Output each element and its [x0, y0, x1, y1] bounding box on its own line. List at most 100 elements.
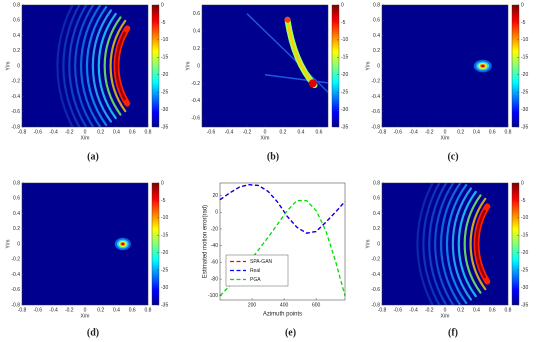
- fringe: [79, 5, 102, 127]
- x-tick-label: -0.2: [425, 129, 434, 135]
- x-tick-label: -0.6: [207, 129, 216, 135]
- colorbar-tick-label: -15: [521, 55, 528, 61]
- y-tick-label: 0.2: [373, 226, 380, 232]
- fringe: [422, 183, 441, 305]
- fringe: [428, 183, 448, 305]
- colorbar-tick-label: -30: [521, 285, 528, 291]
- x-axis-label: Azimuth points: [263, 312, 302, 318]
- colorbar-tick-label: -15: [161, 55, 168, 61]
- y-tick-label: -0.4: [371, 94, 380, 100]
- y-tick-label: 0.4: [13, 211, 20, 217]
- y-tick-label: -0.2: [371, 79, 380, 85]
- y-tick-label: -100: [208, 293, 218, 299]
- x-tick-label: 0: [84, 307, 87, 313]
- x-tick-label: 0.2: [457, 307, 464, 313]
- y-tick-label: -0.6: [191, 116, 200, 122]
- colorbar-tick-label: -25: [521, 89, 528, 95]
- colorbar-tick-label: -30: [161, 285, 168, 291]
- x-tick-label: 0.4: [113, 129, 120, 135]
- y-tick-label: 0.8: [13, 180, 20, 186]
- legend-label: Real: [250, 268, 260, 274]
- axes-frame: [381, 182, 509, 306]
- x-tick-label: 0: [444, 307, 447, 313]
- legend-label: PGA: [250, 277, 261, 283]
- y-tick-label: 0.4: [13, 33, 20, 39]
- x-tick-label: -0.2: [425, 307, 434, 313]
- y-tick-label: -0.6: [371, 109, 380, 115]
- x-tick-label: 0: [84, 129, 87, 135]
- heatmap-background: [382, 183, 508, 305]
- y-tick-label: 0: [377, 63, 380, 69]
- y-tick-label: 0.8: [13, 2, 20, 8]
- y-tick-label: 20: [212, 193, 218, 199]
- axes-frame: [21, 4, 149, 128]
- x-tick-label: 0.8: [145, 307, 152, 313]
- colorbar-tick-label: 0: [521, 2, 524, 8]
- colorbar: [511, 182, 520, 306]
- y-tick-label: -0.6: [11, 287, 20, 293]
- y-tick-label: 0.4: [373, 211, 380, 217]
- colorbar-tick-label: -30: [161, 107, 168, 113]
- x-tick-label: -0.4: [409, 129, 418, 135]
- x-tick-label: -0.4: [225, 129, 234, 135]
- y-tick-label: -0.6: [371, 287, 380, 293]
- panel-label: (d): [87, 327, 99, 338]
- x-tick-label: 0.6: [316, 129, 323, 135]
- y-tick-label: -0.8: [371, 302, 380, 308]
- fringe-core: [115, 31, 127, 101]
- y-tick-label: 0.6: [13, 196, 20, 202]
- heatmap-image: [473, 59, 492, 73]
- y-tick-label: -0.4: [11, 94, 20, 100]
- colorbar-tick-label: -5: [521, 20, 526, 26]
- colorbar: [151, 4, 160, 128]
- y-tick-label: 0: [215, 210, 218, 216]
- fringe: [85, 5, 108, 127]
- x-tick-label: -0.6: [33, 307, 42, 313]
- heatmap-image: [416, 183, 491, 305]
- y-tick-label: 0: [17, 63, 20, 69]
- colorbar-tick-label: -5: [161, 20, 166, 26]
- panel-label: (f): [448, 327, 458, 338]
- colorbar-tick-label: -10: [161, 37, 168, 43]
- colorbar-tick-label: -35: [161, 124, 168, 130]
- heatmap-image: [114, 237, 131, 251]
- x-tick-label: -0.8: [378, 307, 387, 313]
- fringe: [97, 12, 117, 120]
- colorbar: [331, 4, 340, 128]
- colorbar-tick-label: 0: [161, 2, 164, 8]
- colorbar-tick-label: -15: [161, 233, 168, 239]
- y-tick-label: 0.2: [193, 46, 200, 52]
- y-tick-label: 0.6: [373, 196, 380, 202]
- series-line: [219, 184, 346, 234]
- x-tick-label: -0.4: [49, 307, 58, 313]
- colorbar-tick-label: -5: [341, 20, 346, 26]
- y-tick-label: -80: [211, 276, 218, 282]
- x-tick-label: 600: [312, 302, 321, 308]
- fringe: [68, 5, 88, 127]
- x-tick-label: 400: [280, 302, 289, 308]
- fringe: [91, 9, 113, 123]
- x-tick-label: 0.2: [457, 129, 464, 135]
- colorbar-tick-label: -20: [521, 250, 528, 256]
- fringe: [451, 187, 473, 301]
- axes-frame: [219, 182, 346, 301]
- y-tick-label: -60: [211, 260, 218, 266]
- y-tick-label: -20: [211, 226, 218, 232]
- x-tick-label: 0.4: [113, 307, 120, 313]
- panel-label: (a): [87, 151, 99, 162]
- panel-label: (b): [267, 151, 279, 162]
- x-tick-label: 0.4: [473, 307, 480, 313]
- x-tick-label: 0.2: [97, 307, 104, 313]
- colorbar-tick-label: -10: [521, 37, 528, 43]
- x-axis-label: X/m: [81, 135, 90, 141]
- fringe: [56, 5, 74, 127]
- x-tick-label: -0.8: [18, 129, 27, 135]
- x-tick-label: -0.2: [65, 129, 74, 135]
- y-tick-label: -0.8: [11, 302, 20, 308]
- colorbar-tick-label: -35: [341, 124, 348, 130]
- y-axis-label: Y/m: [5, 62, 11, 71]
- heatmap-background: [202, 5, 328, 127]
- x-axis-label: X/m: [261, 135, 270, 141]
- x-tick-label: 0.4: [298, 129, 305, 135]
